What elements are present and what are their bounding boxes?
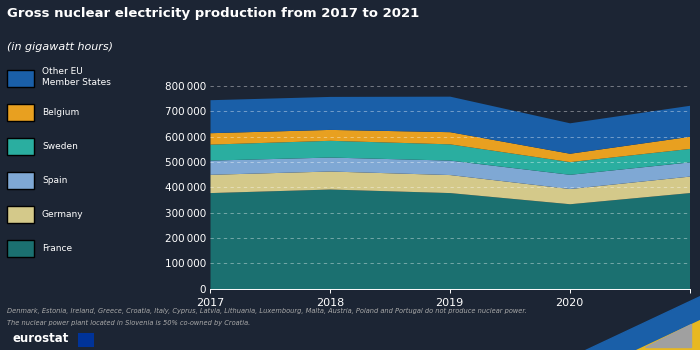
Text: Denmark, Estonia, Ireland, Greece, Croatia, Italy, Cyprus, Latvia, Lithuania, Lu: Denmark, Estonia, Ireland, Greece, Croat… bbox=[7, 308, 526, 314]
Polygon shape bbox=[636, 320, 700, 350]
Text: Belgium: Belgium bbox=[42, 108, 79, 117]
Text: France: France bbox=[42, 244, 72, 253]
Text: eurostat: eurostat bbox=[13, 332, 69, 345]
Polygon shape bbox=[645, 324, 691, 347]
Text: Sweden: Sweden bbox=[42, 142, 78, 151]
Polygon shape bbox=[584, 296, 700, 350]
Text: Germany: Germany bbox=[42, 210, 83, 219]
Text: The nuclear power plant located in Slovenia is 50% co-owned by Croatia.: The nuclear power plant located in Slove… bbox=[7, 320, 251, 326]
Text: Gross nuclear electricity production from 2017 to 2021: Gross nuclear electricity production fro… bbox=[7, 7, 419, 20]
Text: Other EU
Member States: Other EU Member States bbox=[42, 67, 111, 87]
Text: (in gigawatt hours): (in gigawatt hours) bbox=[7, 42, 113, 52]
Text: Spain: Spain bbox=[42, 176, 67, 185]
